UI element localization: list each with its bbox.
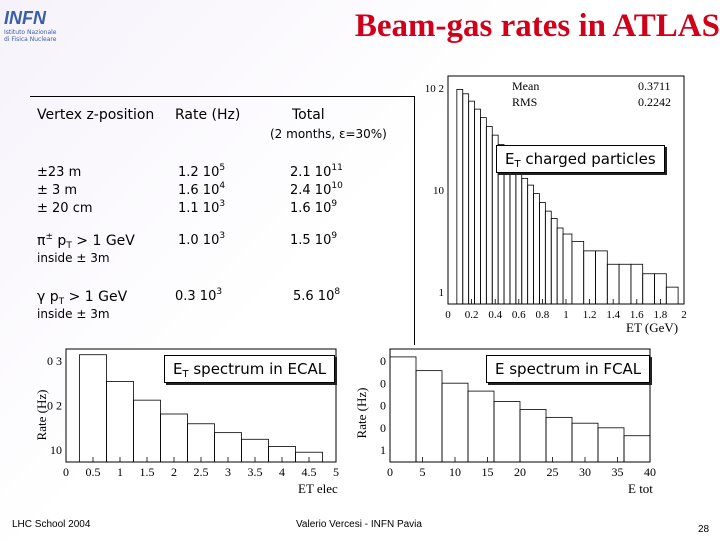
footer-author: Valerio Vercesi - INFN Pavia <box>296 519 422 530</box>
slide-title: Beam-gas rates in ATLAS <box>354 8 720 44</box>
row1-rates: 1.2 105 1.6 104 1.1 103 <box>178 164 225 218</box>
stats-mean-label: Mean <box>512 79 539 93</box>
x-tick-label: 0.8 <box>536 309 550 321</box>
x-tick-label: 15 <box>482 465 494 479</box>
callout-e-fcal: E spectrum in FCAL <box>486 355 651 383</box>
x-axis-label: E tot <box>628 481 653 496</box>
y-tick-label: 0 <box>380 421 386 435</box>
histogram-bin <box>665 286 679 305</box>
header-total-sub: (2 months, ε=30%) <box>270 127 387 141</box>
x-tick-label: 5 <box>420 465 426 479</box>
x-tick-label: 1.2 <box>583 309 597 321</box>
histogram-bin <box>623 435 651 463</box>
logo-subtitle-1: Istituto Nazionale <box>4 29 57 36</box>
stats-rms-label: RMS <box>512 95 537 109</box>
y-tick-label: 0 <box>380 399 386 413</box>
row2-rate: 1.0 103 <box>178 231 226 249</box>
stats-rms-value: 0.2242 <box>638 95 671 109</box>
x-tick-label: 20 <box>514 465 526 479</box>
x-tick-label: 5 <box>333 465 339 479</box>
row3-cut: γ pT > 1 GeV <box>37 289 128 307</box>
row2-cut: π± pT > 1 GeV <box>37 232 135 251</box>
et-charged-histogram: 0 0.2 0.4 0.6 0.8 1 1.2 1.4 1.6 1.8 2 1 10 10 2 Mean… <box>425 75 687 335</box>
logo-text: INFN <box>4 8 46 28</box>
rate-value: 1.1 103 <box>178 199 226 217</box>
x-tick-label: 4 <box>279 465 285 479</box>
x-tick-label: 1.4 <box>606 309 620 321</box>
callout-et-charged: ET charged particles <box>496 145 665 173</box>
row3-note: inside ± 3m <box>37 307 110 321</box>
x-tick-label: 1.8 <box>654 309 668 321</box>
x-tick-label: 0 <box>445 309 451 321</box>
footer-school: LHC School 2004 <box>12 519 91 530</box>
x-tick-label: 3.5 <box>248 465 263 479</box>
x-tick-label: 2 <box>681 309 687 321</box>
x-tick-label: 10 <box>449 465 461 479</box>
x-tick-label: 4.5 <box>302 465 317 479</box>
callout-et-ecal: ET spectrum in ECAL <box>164 355 336 383</box>
x-tick-label: 25 <box>547 465 559 479</box>
y-axis-label: Rate (Hz) <box>34 390 49 441</box>
x-tick-label: 0.5 <box>86 465 101 479</box>
row1-positions: ±23 m ± 3 m ± 20 cm <box>37 164 93 218</box>
x-tick-label: 1 <box>563 309 569 321</box>
x-tick-label: 0.6 <box>512 309 526 321</box>
x-tick-label: 1.5 <box>140 465 155 479</box>
rate-value: 1.6 104 <box>178 181 226 199</box>
infn-logo: INFN Istituto Nazionale di Fisica Nuclea… <box>4 8 74 56</box>
y-tick-label: 0 <box>380 376 386 390</box>
position-23m: ±23 m <box>37 165 82 180</box>
row3-rate: 0.3 103 <box>175 287 223 305</box>
x-tick-label: 0 <box>63 465 69 479</box>
position-3m: ± 3 m <box>37 183 78 198</box>
y-tick-label: 0 <box>380 354 386 368</box>
logo-subtitle-2: di Fisica Nucleare <box>4 36 57 43</box>
x-tick-label: 1.6 <box>630 309 644 321</box>
plot-frame <box>447 75 685 305</box>
total-value: 1.6 109 <box>290 199 338 217</box>
x-tick-label: 1 <box>117 465 123 479</box>
rates-table <box>30 96 415 345</box>
x-tick-label: 2 <box>171 465 177 479</box>
y-axis-label: Rate (Hz) <box>354 388 369 439</box>
header-vertex: Vertex z-position <box>37 107 155 123</box>
x-axis-label: ET (GeV) <box>626 320 678 335</box>
y-tick-label: 10 2 <box>425 83 444 95</box>
y-tick-label: 1 <box>439 287 445 299</box>
row2-total: 1.5 109 <box>290 231 338 249</box>
y-tick-label: 0 2 <box>47 399 62 413</box>
y-tick-label: 1 <box>380 443 386 457</box>
row3-total: 5.6 108 <box>293 287 341 305</box>
x-axis-label: ET elec <box>298 481 338 496</box>
row1-totals: 2.1 1011 2.4 1010 1.6 109 <box>290 164 343 218</box>
x-tick-label: 2.5 <box>194 465 209 479</box>
x-tick-label: 0 <box>387 465 393 479</box>
total-value: 2.1 1011 <box>290 163 343 181</box>
rate-value: 1.2 105 <box>178 163 226 181</box>
header-rate: Rate (Hz) <box>175 107 241 123</box>
x-tick-label: 40 <box>644 465 656 479</box>
x-tick-label: 35 <box>612 465 624 479</box>
x-tick-label: 0.2 <box>465 309 479 321</box>
total-value: 2.4 1010 <box>290 181 343 199</box>
y-tick-label: 10 <box>433 185 445 197</box>
x-tick-label: 30 <box>579 465 591 479</box>
header-total: Total <box>292 107 325 123</box>
x-tick-label: 0.4 <box>488 309 502 321</box>
x-tick-label: 3 <box>225 465 231 479</box>
position-20cm: ± 20 cm <box>37 201 93 216</box>
row2-note: inside ± 3m <box>37 251 110 265</box>
y-tick-label: 10 <box>50 443 62 457</box>
stats-mean-value: 0.3711 <box>638 79 671 93</box>
page-number: 28 <box>698 524 710 535</box>
y-tick-label: 0 3 <box>47 354 62 368</box>
